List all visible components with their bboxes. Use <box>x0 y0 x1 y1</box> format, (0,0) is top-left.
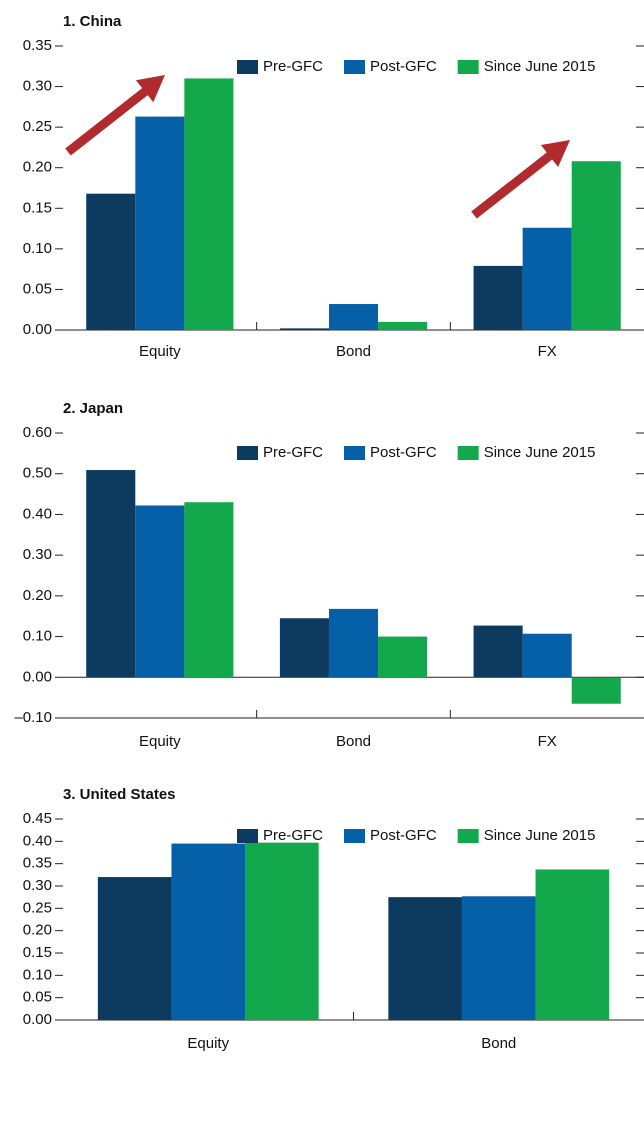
y-tick-label: 0.30 <box>23 78 52 95</box>
y-tick-label: 0.30 <box>23 877 52 894</box>
y-tick-label: 0.05 <box>23 280 52 297</box>
legend-label: Since June 2015 <box>484 444 596 461</box>
bar <box>388 897 462 1020</box>
bar <box>378 321 428 330</box>
legend-swatch <box>237 446 258 460</box>
y-tick-label: 0.00 <box>23 668 52 685</box>
y-tick-label: 0.20 <box>23 922 52 939</box>
arrow-shaft <box>65 86 150 156</box>
legend-label: Pre-GFC <box>263 444 323 461</box>
y-tick-label: 0.10 <box>23 966 52 983</box>
bar <box>571 677 621 704</box>
bar <box>378 636 428 678</box>
x-tick-label: Bond <box>336 343 371 360</box>
x-tick-label: Equity <box>139 733 181 750</box>
arrow-head <box>540 140 570 167</box>
legend-swatch <box>457 829 479 843</box>
x-tick-label: Bond <box>481 1035 516 1052</box>
x-tick-label: FX <box>538 733 557 750</box>
y-tick-label: 0.35 <box>23 37 52 54</box>
y-tick-label: 0.60 <box>23 424 52 441</box>
bar <box>135 116 185 330</box>
legend-label: Post-GFC <box>370 58 437 75</box>
y-tick-label: 0.30 <box>23 546 52 563</box>
bar <box>571 161 621 330</box>
y-tick-label: 0.05 <box>23 989 52 1006</box>
y-tick-label: 0.10 <box>23 628 52 645</box>
bar <box>461 896 536 1020</box>
y-tick-label: 0.20 <box>23 159 52 176</box>
legend-label: Pre-GFC <box>263 827 323 844</box>
y-tick-label: 0.25 <box>23 899 52 916</box>
x-tick-label: Equity <box>139 343 181 360</box>
bar <box>245 842 319 1020</box>
bar <box>328 608 379 678</box>
legend-swatch <box>237 829 258 843</box>
legend-label: Pre-GFC <box>263 58 323 75</box>
bar <box>184 78 234 330</box>
bar <box>184 502 234 678</box>
arrow-head <box>135 75 165 103</box>
legend-swatch <box>457 60 479 74</box>
y-tick-label: 0.10 <box>23 240 52 257</box>
y-tick-label: 0.25 <box>23 118 52 135</box>
bar <box>279 618 329 678</box>
trend-arrows <box>65 75 570 219</box>
y-tick-label: 0.00 <box>23 1011 52 1028</box>
legend-label: Post-GFC <box>370 444 437 461</box>
chart-title: 3. United States <box>63 786 176 803</box>
bar <box>328 304 379 330</box>
y-tick-label: 0.50 <box>23 465 52 482</box>
y-tick-label: 0.35 <box>23 855 52 872</box>
bar <box>473 625 523 678</box>
chart-title: 1. China <box>63 13 122 30</box>
legend-swatch <box>237 60 258 74</box>
bar <box>522 633 572 678</box>
bar <box>171 843 246 1020</box>
arrow-shaft <box>471 150 555 219</box>
y-tick-label: 0.45 <box>23 810 52 827</box>
bar <box>473 265 523 330</box>
legend-label: Since June 2015 <box>484 58 596 75</box>
bar <box>97 877 172 1020</box>
x-tick-label: FX <box>538 343 557 360</box>
legend-swatch <box>344 60 365 74</box>
y-tick-label: 0.15 <box>23 944 52 961</box>
legend-label: Post-GFC <box>370 827 437 844</box>
y-tick-label: 0.15 <box>23 199 52 216</box>
chart-title: 2. Japan <box>63 400 123 417</box>
y-tick-label: 0.40 <box>23 505 52 522</box>
y-tick-label: –0.10 <box>14 709 52 726</box>
y-tick-label: 0.00 <box>23 321 52 338</box>
bar <box>279 328 329 330</box>
bar <box>535 869 610 1020</box>
x-tick-label: Bond <box>336 733 371 750</box>
bar <box>135 505 185 678</box>
y-tick-label: 0.40 <box>23 832 52 849</box>
legend-swatch <box>457 446 479 460</box>
bar <box>86 470 136 678</box>
legend-swatch <box>344 829 365 843</box>
legend-label: Since June 2015 <box>484 827 596 844</box>
x-tick-label: Equity <box>187 1035 229 1052</box>
bar <box>86 193 136 330</box>
bar <box>522 227 572 330</box>
legend-swatch <box>344 446 365 460</box>
y-tick-label: 0.20 <box>23 587 52 604</box>
